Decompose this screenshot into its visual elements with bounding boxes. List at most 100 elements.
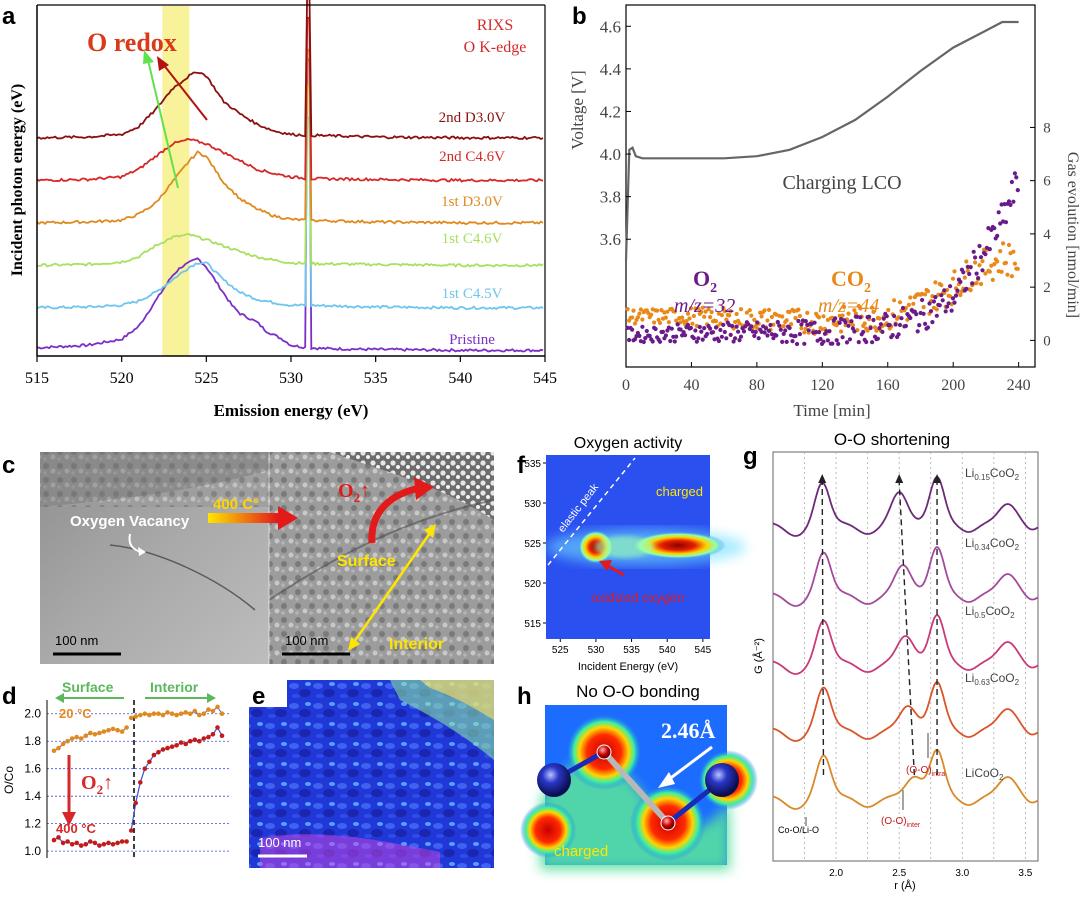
panel-d-point-0 [97,730,102,736]
panel-b-point-o2 [821,339,826,344]
panel-d-point-0 [156,711,161,716]
panel-d-point-1 [88,839,93,844]
panel-d-temp-top: 20 °C [59,706,92,721]
panel-b-xtick-label-1: 40 [683,377,699,394]
panel-b-point-co2 [1009,274,1015,279]
panel-b-point-o2 [675,322,680,327]
panel-b-ticks: 0 40 80 120 160 200 240 3.6 3.8 4.0 4.2 4.4 4.6 0 2 4 6 8 [600,17,1052,394]
panel-b-point-o2 [980,268,985,273]
panel-d-point-0 [138,712,143,718]
panel-b-point-co2 [958,292,963,298]
panel-h: h No O-O bonding 2.46Å charged [517,682,758,870]
panel-b-point-o2 [824,329,829,334]
panel-b-point-o2 [693,328,698,333]
panel-a-o-redox-label: O redox [87,28,177,57]
panel-e: e 100 nm [249,680,494,868]
panel-b-point-co2 [631,308,636,313]
panel-b-point-o2 [890,333,895,338]
panel-b-point-o2 [1012,171,1018,176]
panel-b-point-o2 [630,327,635,332]
panel-a-green-arrow-head [143,50,154,64]
panel-b-o2-mz: m/z=32 [674,295,735,317]
panel-g-ann-inter: (O-O)inter [881,816,921,829]
panel-b-point-co2 [980,259,985,264]
panel-b-point-co2 [665,309,670,314]
panel-d-point-1 [83,842,89,847]
panel-b-point-o2 [921,311,926,316]
panel-b-point-o2 [710,330,716,335]
panel-b-point-o2 [663,333,669,338]
panel-d-point-1 [101,842,107,847]
panel-d-down-arrow-head [62,812,76,826]
panel-b-point-o2 [900,305,906,311]
panel-b-point-o2 [694,339,699,344]
panel-d-interior-arrow-head [207,693,216,703]
panel-b-point-o2 [716,338,722,344]
panel-a-xtick-label-3: 530 [279,370,303,387]
panel-b-point-o2 [736,329,741,334]
panel-b-point-o2 [1003,220,1009,225]
panel-b-point-co2 [713,319,719,324]
panel-d-point-1 [201,736,207,741]
panel-d-point-0 [151,711,157,716]
panel-b-point-o2 [878,322,884,327]
panel-b-point-co2 [1012,261,1018,266]
panel-b-point-o2 [733,336,738,341]
panel-b-point-o2 [950,296,956,301]
panel-b-point-o2 [818,336,823,342]
panel-b-point-o2 [697,324,702,330]
panel-a-xtick-label-5: 540 [448,370,472,387]
panel-b-point-co2 [632,321,638,326]
panel-b-point-co2 [921,305,926,310]
panel-b-point-o2 [827,329,832,334]
panel-f-oxidized-arrow [607,564,625,577]
panel-b-point-co2 [766,307,772,312]
panel-b-frame [625,4,1036,368]
panel-b-point-o2 [825,338,831,343]
panel-b-point-o2 [766,328,772,333]
panel-c-scale-right-label: 100 nm [285,633,328,648]
panel-b-point-o2 [881,316,886,321]
panel-b-point-o2 [650,339,655,344]
panel-c-vacancy-arrow-head [138,547,146,556]
panel-b-point-o2 [976,276,981,281]
panel-b-point-o2 [884,314,889,319]
panel-b-point-co2 [1011,249,1016,254]
panel-b-point-o2 [783,328,788,333]
panel-a-xtick-label-2: 525 [194,370,218,387]
panel-f-ticks: 525 530 535 540 545 515 520 525 530 535 [524,459,711,656]
panel-b-point-o2 [844,340,850,345]
panel-b-point-o2 [793,333,798,339]
panel-b-point-o2 [668,338,673,344]
panel-b-point-o2 [955,288,960,293]
panel-g-ann-co-o: Co-O/Li-O [778,825,819,835]
panel-g-guide-co_o [821,481,825,776]
panel-b-point-o2 [928,309,934,314]
panel-f-xtick-label-4: 545 [695,645,712,656]
panel-b-point-co2 [862,321,867,326]
panel-d-point-0 [206,707,211,712]
panel-c-o2-label: O2↑ [338,480,370,505]
panel-b-point-o2 [708,326,713,331]
panel-d-point-0 [174,712,179,718]
panel-b-point-co2 [1006,242,1012,248]
panel-b-point-o2 [768,322,773,328]
panel-h-letter: h [517,683,532,710]
panel-b-xtick-label-6: 240 [1007,377,1031,394]
panel-b-point-co2 [734,311,739,317]
panel-b-point-o2 [915,329,920,334]
panel-b-point-o2 [892,313,897,319]
panel-b-point-o2 [877,326,882,331]
panel-d-point-0 [51,748,57,754]
panel-b-point-co2 [925,289,931,294]
panel-d-point-1 [156,749,161,755]
panel-d-point-0 [142,711,148,716]
panel-a-label-4: 2nd C4.6V [439,149,505,165]
panel-b-point-co2 [638,307,644,312]
panel-b-point-co2 [708,315,713,320]
panel-h-oxygen-atom-1 [596,744,612,760]
panel-d-point-1 [51,837,57,843]
panel-d-point-1 [192,737,198,743]
panel-d-point-1 [151,752,157,758]
panel-d-point-0 [106,727,111,733]
